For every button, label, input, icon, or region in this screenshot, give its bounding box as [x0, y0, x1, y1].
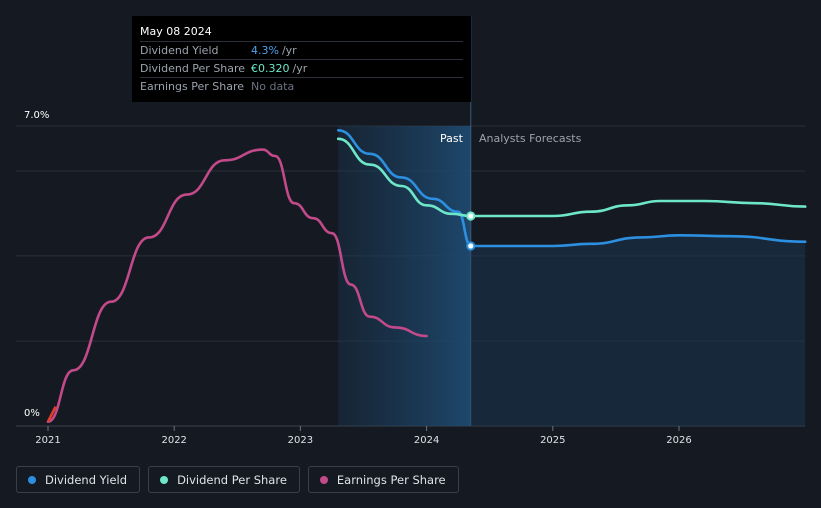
- dividend-yield-line: [336, 128, 807, 248]
- earnings-per-share-line: [46, 148, 428, 424]
- tooltip: May 08 2024 Dividend Yield 4.3% /yr Divi…: [132, 16, 471, 102]
- x-tick-label: 2026: [666, 435, 691, 446]
- tooltip-unit: /yr: [292, 62, 308, 75]
- tooltip-key: Dividend Yield: [140, 44, 219, 57]
- legend: Dividend Yield Dividend Per Share Earnin…: [16, 466, 459, 493]
- legend-item-dividend-yield[interactable]: Dividend Yield: [16, 466, 141, 493]
- legend-label: Earnings Per Share: [336, 472, 446, 487]
- x-tick-label: 2023: [288, 435, 313, 446]
- legend-item-dividend-per-share[interactable]: Dividend Per Share: [148, 466, 300, 493]
- tooltip-key: Earnings Per Share: [140, 80, 245, 93]
- dividend-yield-marker: [466, 241, 476, 251]
- forecast-area: [470, 235, 806, 426]
- earnings-per-share-start-segment: [46, 406, 57, 423]
- series-layer: [46, 128, 807, 424]
- x-tick-label: 2024: [414, 435, 439, 446]
- earnings-per-share-dot-icon: [319, 475, 328, 484]
- y-tick-label: 7.0%: [24, 110, 49, 121]
- legend-label: Dividend Per Share: [177, 472, 287, 487]
- tooltip-date: May 08 2024: [140, 25, 212, 38]
- tooltip-row-dividend-per-share: Dividend Per Share €0.320 /yr: [140, 59, 463, 77]
- dividend-per-share-marker: [466, 211, 476, 221]
- tooltip-row-dividend-yield: Dividend Yield 4.3% /yr: [140, 41, 463, 59]
- legend-item-earnings-per-share[interactable]: Earnings Per Share: [307, 466, 459, 493]
- past-region: [338, 16, 806, 426]
- axis-layer: 2021 2022 2023 2024 2025 2026 7.0% 0%: [24, 110, 692, 446]
- dividend-yield-dot-icon: [28, 475, 36, 484]
- past-region-shade: [338, 126, 471, 426]
- tooltip-row-earnings-per-share: Earnings Per Share No data: [140, 77, 463, 95]
- x-tick-label: 2022: [161, 435, 186, 446]
- x-tick-label: 2021: [35, 435, 60, 446]
- dividend-per-share-line: [336, 137, 807, 218]
- tooltip-unit: /yr: [281, 44, 297, 57]
- past-label: Past: [440, 132, 464, 145]
- y-tick-label: 0%: [24, 408, 40, 419]
- tooltip-key: Dividend Per Share: [140, 62, 246, 75]
- x-tick-label: 2025: [540, 435, 565, 446]
- tooltip-value: No data: [251, 80, 295, 93]
- legend-label: Dividend Yield: [45, 472, 128, 487]
- tooltip-value: €0.320: [251, 62, 290, 75]
- forecast-label: Analysts Forecasts: [479, 132, 582, 145]
- tooltip-value: 4.3%: [251, 44, 279, 57]
- dividend-per-share-dot-icon: [160, 475, 169, 484]
